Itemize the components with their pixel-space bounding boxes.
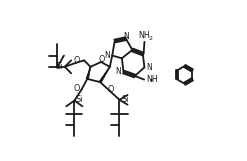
Text: O: O — [99, 55, 105, 64]
Text: Si: Si — [122, 95, 129, 104]
Polygon shape — [86, 67, 90, 79]
Text: Si: Si — [75, 95, 82, 104]
Text: Si: Si — [55, 62, 63, 71]
Text: O: O — [107, 85, 113, 94]
Polygon shape — [99, 67, 110, 83]
Text: O: O — [73, 84, 80, 93]
Text: N: N — [147, 63, 152, 72]
Text: 2: 2 — [148, 36, 152, 41]
Text: NH: NH — [139, 31, 150, 40]
Text: N: N — [116, 67, 121, 76]
Text: N: N — [104, 51, 110, 60]
Text: O: O — [73, 56, 80, 65]
Text: N: N — [124, 32, 129, 41]
Text: NH: NH — [146, 75, 158, 84]
